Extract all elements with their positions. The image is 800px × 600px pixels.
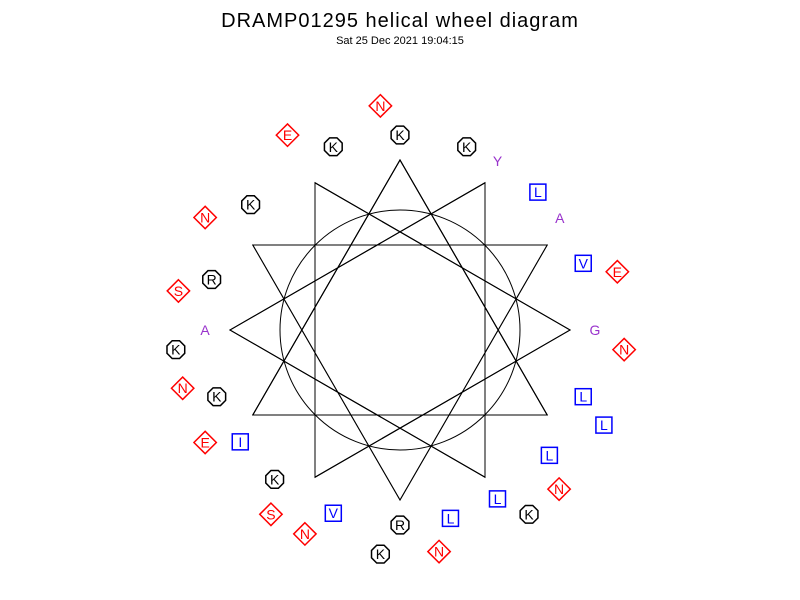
svg-text:L: L: [545, 447, 553, 463]
svg-text:K: K: [246, 197, 256, 213]
svg-text:K: K: [395, 127, 405, 143]
svg-text:N: N: [178, 380, 188, 396]
svg-text:V: V: [579, 255, 589, 271]
svg-text:I: I: [238, 434, 242, 450]
svg-text:Y: Y: [493, 153, 503, 169]
svg-text:N: N: [434, 544, 444, 560]
svg-text:K: K: [212, 389, 222, 405]
svg-text:K: K: [524, 506, 534, 522]
svg-text:N: N: [619, 342, 629, 358]
svg-text:K: K: [171, 342, 181, 358]
svg-text:N: N: [554, 481, 564, 497]
svg-text:R: R: [207, 272, 217, 288]
svg-text:N: N: [300, 526, 310, 542]
svg-text:G: G: [590, 322, 601, 338]
svg-text:L: L: [534, 184, 542, 200]
svg-text:E: E: [200, 435, 209, 451]
svg-text:L: L: [447, 510, 455, 526]
svg-text:V: V: [329, 505, 339, 521]
svg-text:L: L: [494, 491, 502, 507]
svg-text:L: L: [600, 417, 608, 433]
svg-text:K: K: [270, 471, 280, 487]
helical-wheel-diagram: KKKNEYKLNARSVEAKGNKNLLIELNKSLKVNLNRK: [0, 0, 800, 600]
svg-text:K: K: [376, 546, 386, 562]
svg-text:E: E: [613, 264, 622, 280]
svg-text:E: E: [283, 127, 292, 143]
svg-text:K: K: [329, 139, 339, 155]
svg-text:R: R: [395, 517, 405, 533]
svg-text:N: N: [200, 210, 210, 226]
svg-text:L: L: [579, 389, 587, 405]
svg-text:S: S: [266, 506, 275, 522]
svg-text:K: K: [462, 139, 472, 155]
svg-text:A: A: [555, 210, 565, 226]
svg-text:S: S: [174, 283, 183, 299]
svg-text:N: N: [375, 98, 385, 114]
svg-text:A: A: [200, 322, 210, 338]
